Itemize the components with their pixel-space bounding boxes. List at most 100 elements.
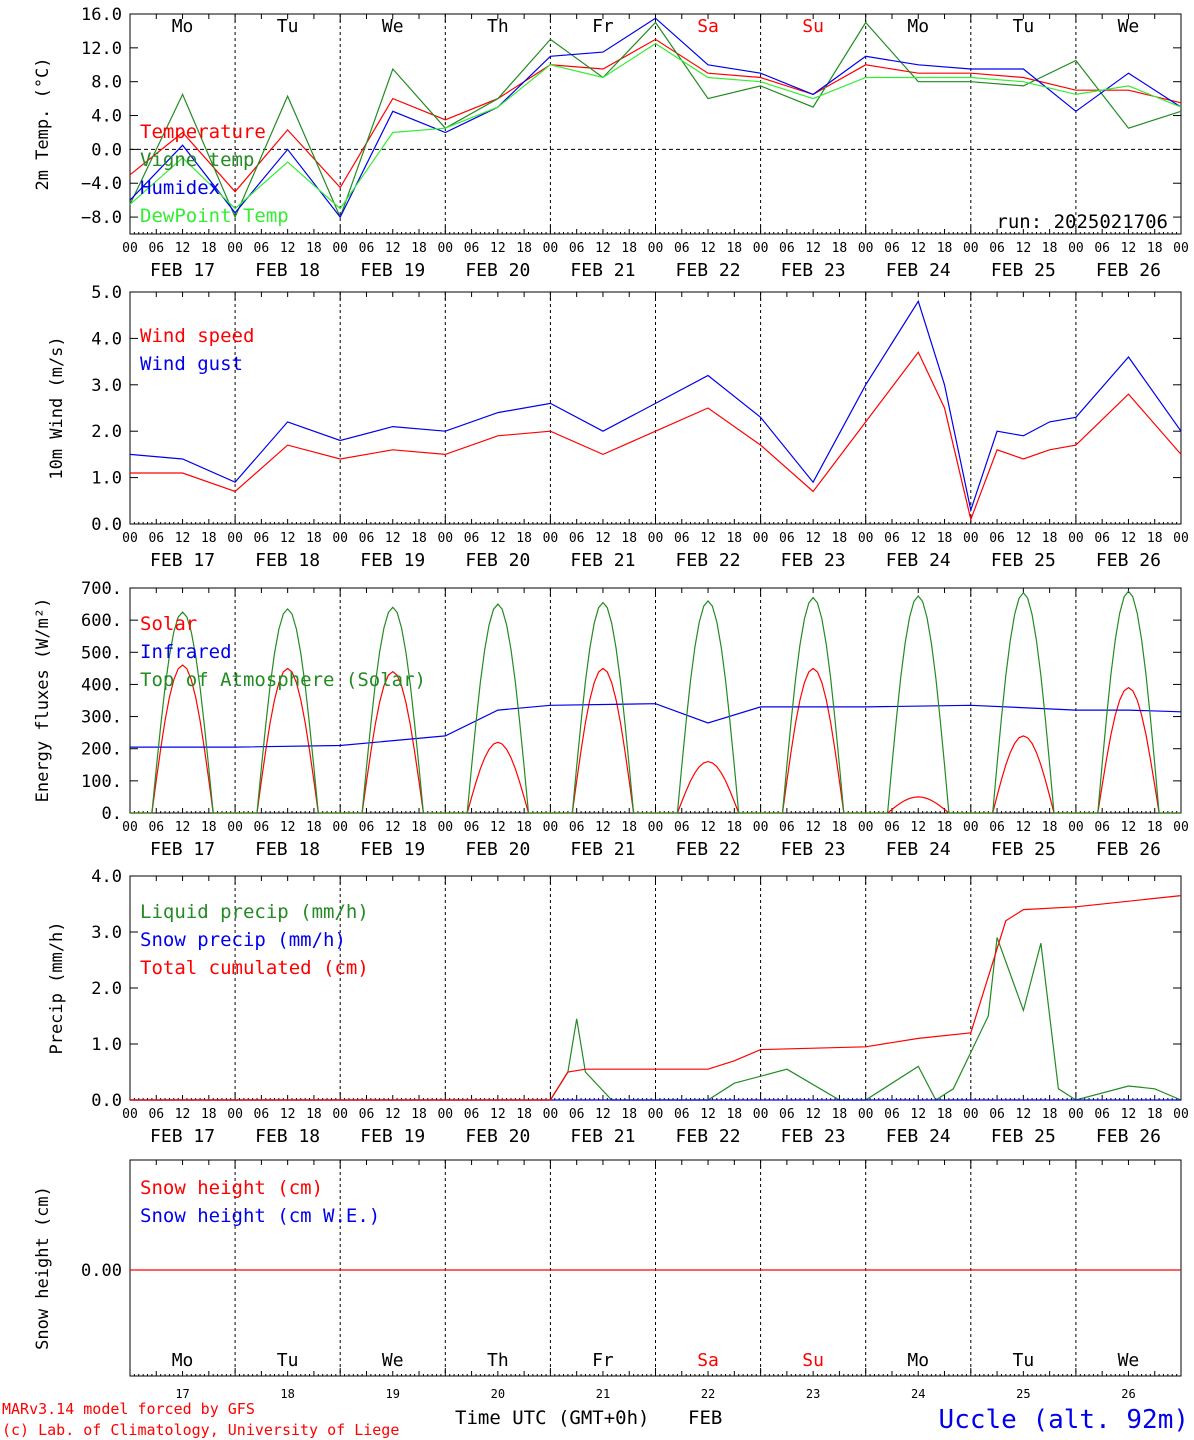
weekday-label: Tu (1013, 1350, 1035, 1371)
hour-label: 06 (464, 241, 480, 256)
hour-label: 06 (148, 241, 164, 256)
hour-label: 06 (989, 1107, 1005, 1122)
hour-label: 06 (1094, 241, 1110, 256)
hour-label: 18 (201, 531, 217, 546)
hour-label: 00 (332, 531, 348, 546)
hour-label: 06 (569, 241, 585, 256)
hour-label: 12 (805, 1107, 821, 1122)
legend-entry: Total cumulated (cm) (140, 957, 369, 979)
y-tick-label: 0. (102, 804, 122, 824)
legend-entry: Temperature (140, 121, 266, 143)
day-number-label: 24 (911, 1387, 925, 1401)
hour-label: 06 (674, 820, 690, 835)
hour-label: 18 (621, 531, 637, 546)
date-label: FEB 22 (676, 260, 741, 281)
hour-label: 06 (359, 820, 375, 835)
hour-label: 18 (516, 820, 532, 835)
date-label: FEB 26 (1096, 550, 1161, 571)
hour-label: 12 (490, 241, 506, 256)
hour-label: 00 (753, 820, 769, 835)
y-tick-label: 400. (81, 675, 122, 695)
hour-label: 06 (989, 820, 1005, 835)
hour-label: 06 (884, 820, 900, 835)
date-label: FEB 18 (255, 550, 320, 571)
hour-label: 12 (280, 820, 296, 835)
day-number-label: 26 (1121, 1387, 1135, 1401)
x-axis-month: FEB (688, 1407, 722, 1429)
hour-label: 18 (411, 241, 427, 256)
hour-label: 12 (385, 820, 401, 835)
weekday-label: Fr (592, 16, 614, 37)
hour-label: 00 (648, 1107, 664, 1122)
hour-label: 12 (490, 531, 506, 546)
legend-entry: Liquid precip (mm/h) (140, 901, 369, 923)
y-tick-label: 0.0 (91, 515, 122, 535)
hour-label: 00 (1173, 241, 1189, 256)
hour-label: 06 (569, 531, 585, 546)
hour-label: 18 (306, 820, 322, 835)
weekday-label: Tu (277, 16, 299, 37)
hour-label: 18 (411, 1107, 427, 1122)
y-tick-label: 0.0 (91, 140, 122, 160)
date-label: FEB 23 (781, 260, 846, 281)
hour-label: 18 (621, 820, 637, 835)
energy-frame (129, 587, 1182, 814)
hour-label: 18 (726, 820, 742, 835)
date-label: FEB 25 (991, 839, 1056, 860)
hour-label: 18 (306, 1107, 322, 1122)
hour-label: 06 (989, 531, 1005, 546)
hour-label: 12 (805, 820, 821, 835)
hour-label: 12 (1016, 531, 1032, 546)
day-number-label: 21 (596, 1387, 610, 1401)
temperature-series-4 (129, 42, 1182, 210)
date-label: FEB 25 (991, 550, 1056, 571)
hour-label: 00 (753, 1107, 769, 1122)
hour-label: 06 (674, 241, 690, 256)
y-tick-label: 4.0 (91, 107, 122, 127)
y-tick-label: 0.0 (91, 1091, 122, 1111)
legend-entry: Solar (140, 613, 197, 635)
hour-label: 18 (937, 1107, 953, 1122)
date-label: FEB 18 (255, 1126, 320, 1147)
hour-label: 06 (884, 241, 900, 256)
hour-label: 06 (1094, 820, 1110, 835)
hour-label: 18 (1042, 241, 1058, 256)
energy-panel: 700. 600. 500. 400. 300. 200. 100. 0. Energy flu… (33, 579, 1189, 860)
hour-label: 12 (385, 1107, 401, 1122)
hour-label: 06 (359, 1107, 375, 1122)
date-label: FEB 18 (255, 260, 320, 281)
energy-series-2 (130, 703, 1182, 748)
hour-label: 00 (858, 531, 874, 546)
hour-label: 06 (359, 241, 375, 256)
date-label: FEB 18 (255, 839, 320, 860)
temperature-series-2 (129, 21, 1182, 219)
hour-label: 00 (227, 1107, 243, 1122)
y-tick-label: 1.0 (91, 469, 122, 489)
hour-label: 12 (595, 1107, 611, 1122)
date-label: FEB 20 (465, 839, 530, 860)
hour-label: 06 (674, 1107, 690, 1122)
weekday-label: Tu (277, 1350, 299, 1371)
hour-label: 00 (963, 531, 979, 546)
hour-label: 12 (1121, 241, 1137, 256)
hour-label: 12 (595, 820, 611, 835)
y-tick-label: 1.0 (91, 1035, 122, 1055)
hour-label: 00 (1068, 241, 1084, 256)
hour-label: 12 (175, 1107, 191, 1122)
date-label: FEB 26 (1096, 839, 1161, 860)
hour-label: 00 (332, 820, 348, 835)
wind-series-2 (129, 299, 1182, 513)
temperature-series-3 (129, 17, 1182, 219)
hour-label: 18 (937, 531, 953, 546)
date-label: FEB 24 (886, 839, 951, 860)
legend-entry: Infrared (140, 641, 232, 663)
hour-label: 06 (779, 820, 795, 835)
y-tick-label: 2.0 (91, 422, 122, 442)
hour-label: 12 (1016, 241, 1032, 256)
hour-label: 18 (832, 1107, 848, 1122)
hour-label: 06 (464, 531, 480, 546)
hour-label: 12 (280, 241, 296, 256)
hour-label: 00 (543, 1107, 559, 1122)
hour-label: 00 (1068, 820, 1084, 835)
hour-label: 00 (122, 1107, 138, 1122)
